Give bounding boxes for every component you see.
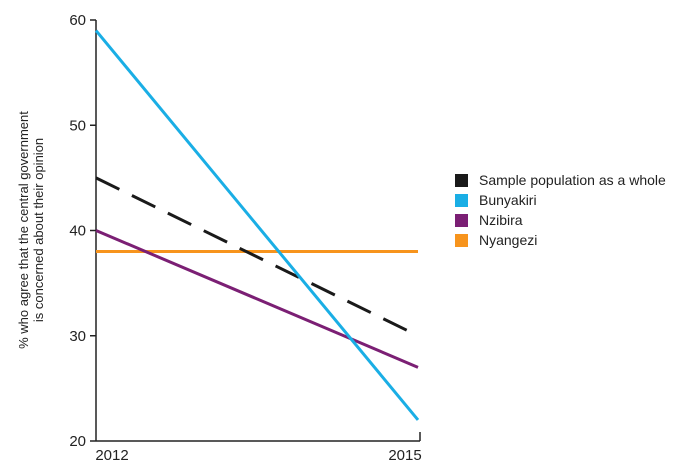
y-tick-label: 40 [69,223,86,240]
y-axis-title: % who agree that the central government … [16,111,46,349]
y-tick-label: 20 [69,433,86,450]
series-line-bunyakiri [94,29,420,421]
legend-label: Nyangezi [479,232,537,248]
legend-label: Bunyakiri [479,192,537,208]
legend-swatch [455,234,468,247]
y-axis-title-line-2: is concerned about their opinion [31,138,46,322]
legend-swatch [455,174,468,187]
axes [95,20,421,442]
x-tick-label: 2012 [95,447,128,464]
legend-swatch [455,214,468,227]
x-axis-ticks: 2012 2015 [95,447,421,464]
series-lines [94,29,420,421]
legend-swatch [455,194,468,207]
legend: Sample population as a whole Bunyakiri Nzi… [455,172,666,248]
y-axis-title-line-1: % who agree that the central government [16,111,31,349]
y-axis-ticks: 20 30 40 50 60 [69,12,96,450]
legend-label: Sample population as a whole [479,172,666,188]
series-line-sample-population-as-a-whole [95,176,419,338]
series-line-nzibira [95,229,419,369]
y-tick-label: 30 [69,328,86,345]
y-tick-label: 60 [69,12,86,29]
legend-label: Nzibira [479,212,523,228]
y-tick-label: 50 [69,117,86,134]
x-tick-label: 2015 [388,447,421,464]
